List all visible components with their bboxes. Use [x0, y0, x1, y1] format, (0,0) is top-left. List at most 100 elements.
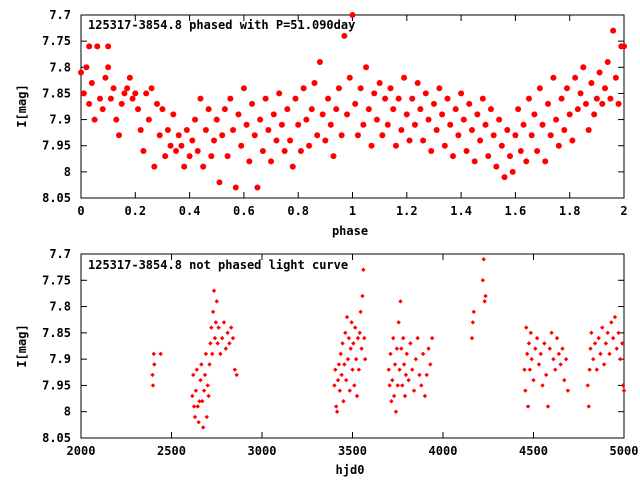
data-point — [333, 367, 338, 372]
x-tick-label: 1.2 — [396, 204, 418, 218]
data-point — [203, 351, 209, 357]
data-point — [615, 100, 622, 107]
y-tick-label: 7.85 — [42, 326, 71, 340]
data-point — [592, 341, 598, 346]
data-point — [197, 95, 204, 102]
data-point — [162, 153, 169, 160]
x-tick-label: 0 — [77, 204, 84, 218]
data-point — [164, 127, 171, 134]
data-point — [403, 372, 409, 378]
data-point — [287, 137, 294, 144]
data-point — [582, 100, 589, 107]
data-point — [471, 158, 478, 165]
data-point — [483, 293, 488, 299]
data-point — [612, 74, 619, 81]
data-point — [232, 367, 238, 372]
data-point — [520, 121, 527, 128]
data-point — [361, 267, 366, 272]
data-point — [148, 85, 155, 92]
data-point — [392, 142, 399, 149]
y-tick-label: 8 — [64, 165, 71, 179]
data-point — [479, 95, 486, 102]
data-point — [234, 372, 239, 378]
data-point — [574, 106, 581, 113]
data-point — [143, 90, 150, 97]
data-point — [159, 106, 166, 113]
data-point — [342, 362, 347, 367]
x-tick-label: 2000 — [67, 444, 96, 458]
data-point — [196, 420, 201, 425]
data-point — [189, 137, 196, 144]
data-point — [558, 362, 563, 367]
data-point — [480, 278, 486, 283]
data-point — [540, 383, 545, 388]
x-tick-label: 2 — [620, 204, 627, 218]
data-point — [105, 64, 112, 71]
data-point — [610, 335, 616, 341]
data-point — [397, 367, 402, 372]
data-point — [156, 132, 163, 139]
data-point — [553, 367, 558, 372]
data-point — [216, 179, 223, 186]
data-point — [193, 388, 199, 393]
data-point — [360, 293, 365, 299]
data-point — [444, 95, 451, 102]
data-point — [151, 351, 156, 357]
data-point — [589, 330, 594, 336]
data-point — [496, 116, 503, 123]
data-point — [528, 330, 533, 336]
data-point — [524, 325, 529, 330]
data-point — [276, 90, 283, 97]
data-point — [490, 132, 497, 139]
data-point — [386, 367, 391, 372]
data-point — [610, 27, 617, 34]
data-point — [410, 367, 415, 372]
data-point — [596, 335, 601, 341]
data-point — [121, 90, 128, 97]
data-point — [401, 74, 408, 81]
data-point — [334, 409, 340, 414]
data-point — [482, 299, 487, 304]
y-tick-label: 7.9 — [49, 352, 71, 366]
data-point — [194, 367, 200, 372]
data-point — [355, 335, 361, 341]
data-point — [200, 399, 205, 404]
data-point — [527, 367, 533, 372]
x-tick-label: 1.6 — [505, 204, 527, 218]
data-point — [449, 153, 456, 160]
data-point — [140, 147, 147, 154]
data-point — [563, 85, 570, 92]
data-point — [621, 388, 627, 393]
data-point — [83, 64, 90, 71]
data-point — [359, 346, 364, 351]
data-point — [332, 383, 337, 388]
data-point — [586, 404, 591, 409]
data-points — [78, 12, 627, 191]
phased-light-curve-chart: 125317-3854.8 phased with P=51.090day ph… — [15, 8, 628, 238]
data-point — [549, 330, 554, 336]
data-point — [620, 383, 626, 388]
data-point — [391, 335, 396, 341]
data-point — [562, 377, 567, 383]
data-point — [262, 95, 269, 102]
data-point — [401, 362, 407, 367]
data-point — [341, 32, 348, 39]
data-point — [349, 12, 356, 18]
data-point — [360, 121, 367, 128]
data-point — [219, 335, 225, 341]
data-point — [391, 393, 397, 399]
data-point — [124, 85, 131, 92]
data-point — [118, 100, 125, 107]
chart-title: 125317-3854.8 phased with P=51.090day — [88, 18, 355, 32]
data-point — [563, 356, 569, 362]
data-point — [116, 132, 123, 139]
data-point — [447, 121, 454, 128]
data-point — [428, 362, 433, 367]
data-point — [463, 147, 470, 154]
data-point — [357, 330, 362, 336]
data-point — [585, 127, 592, 134]
data-point — [428, 147, 435, 154]
data-point — [227, 341, 232, 346]
data-point — [523, 158, 530, 165]
